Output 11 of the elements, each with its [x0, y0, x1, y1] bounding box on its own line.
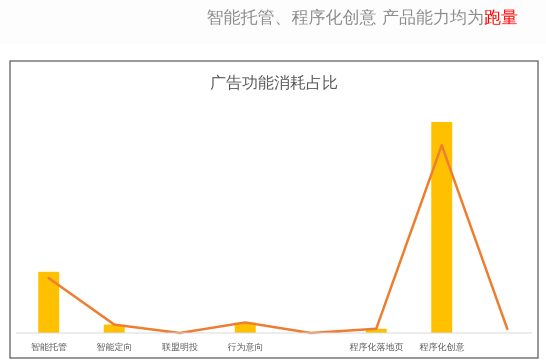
x-tick-label: 智能托管	[30, 342, 67, 353]
text: 跑量	[484, 8, 518, 28]
x-tick-label: 智能定向	[96, 342, 132, 353]
text: 智能托管、程序化创意 产品能力均为	[206, 8, 484, 28]
x-tick-label: 程序化落地页	[349, 342, 404, 353]
x-tick-label: 程序化创意	[419, 342, 464, 353]
x-tick-label: 行为意向	[227, 342, 264, 353]
x-tick-label: 联盟明投	[162, 342, 198, 353]
chart-title: 广告功能消耗占比	[210, 73, 338, 92]
bar	[38, 272, 60, 333]
bar	[431, 122, 452, 333]
